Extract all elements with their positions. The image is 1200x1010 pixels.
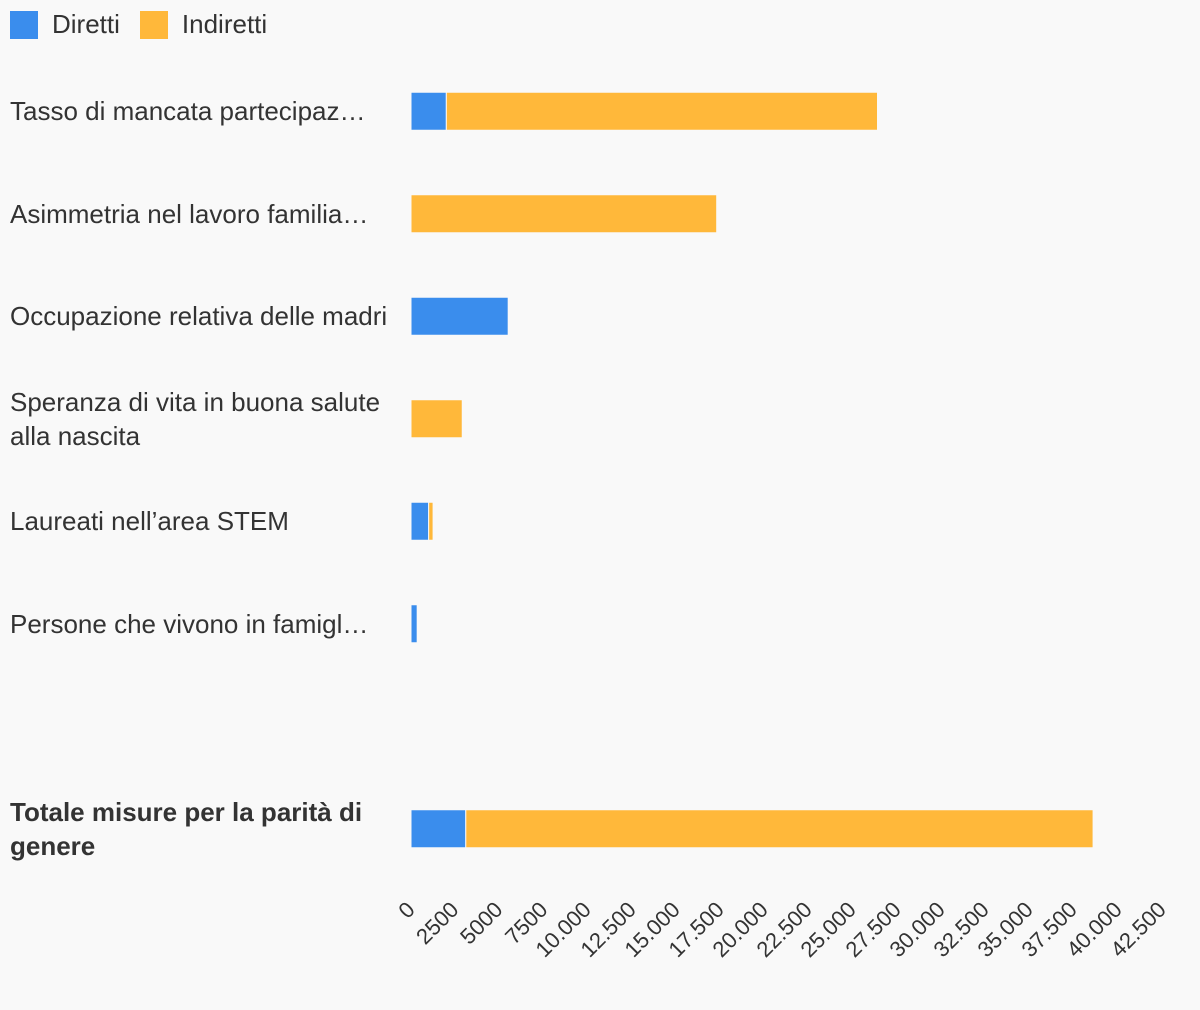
category-label-text: Totale misure per la parità di genere	[10, 796, 363, 861]
legend-swatch-diretti	[10, 10, 38, 39]
category-label: Speranza di vita in buona salute alla na…	[10, 385, 400, 453]
bar-indiretti[interactable]	[428, 501, 434, 541]
category-label: Laureati nell’area STEM	[10, 487, 400, 555]
category-label-text: Asimmetria nel lavoro familia…	[10, 198, 369, 229]
category-label-text: Speranza di vita in buona salute alla na…	[10, 386, 381, 451]
bar-indiretti[interactable]	[410, 399, 463, 439]
legend-label-diretti: Diretti	[52, 9, 120, 39]
legend: Diretti Indiretti	[10, 9, 287, 40]
category-label: Persone che vivono in famigl…	[10, 590, 400, 658]
bar-diretti[interactable]	[410, 604, 418, 644]
bar-diretti[interactable]	[410, 296, 509, 336]
bar-indiretti[interactable]	[465, 809, 1094, 849]
legend-item-indiretti[interactable]: Indiretti	[139, 9, 268, 40]
category-label-text: Persone che vivono in famigl…	[10, 608, 369, 639]
legend-item-diretti[interactable]: Diretti	[10, 9, 120, 40]
category-label-text: Occupazione relativa delle madri	[10, 301, 388, 332]
bar-indiretti[interactable]	[445, 91, 879, 131]
category-label: Tasso di mancata partecipaz…	[10, 77, 400, 145]
category-label-text: Laureati nell’area STEM	[10, 506, 289, 537]
category-label: Asimmetria nel lavoro familia…	[10, 180, 400, 248]
category-label: Totale misure per la parità di genere	[10, 795, 400, 863]
bar-indiretti[interactable]	[410, 194, 718, 234]
legend-swatch-indiretti	[139, 10, 168, 39]
category-label: Occupazione relativa delle madri	[10, 282, 400, 350]
bar-diretti[interactable]	[410, 501, 430, 541]
bar-diretti[interactable]	[410, 809, 467, 849]
legend-label-indiretti: Indiretti	[181, 9, 268, 39]
category-label-text: Tasso di mancata partecipaz…	[10, 96, 366, 127]
bar-diretti[interactable]	[410, 91, 447, 131]
